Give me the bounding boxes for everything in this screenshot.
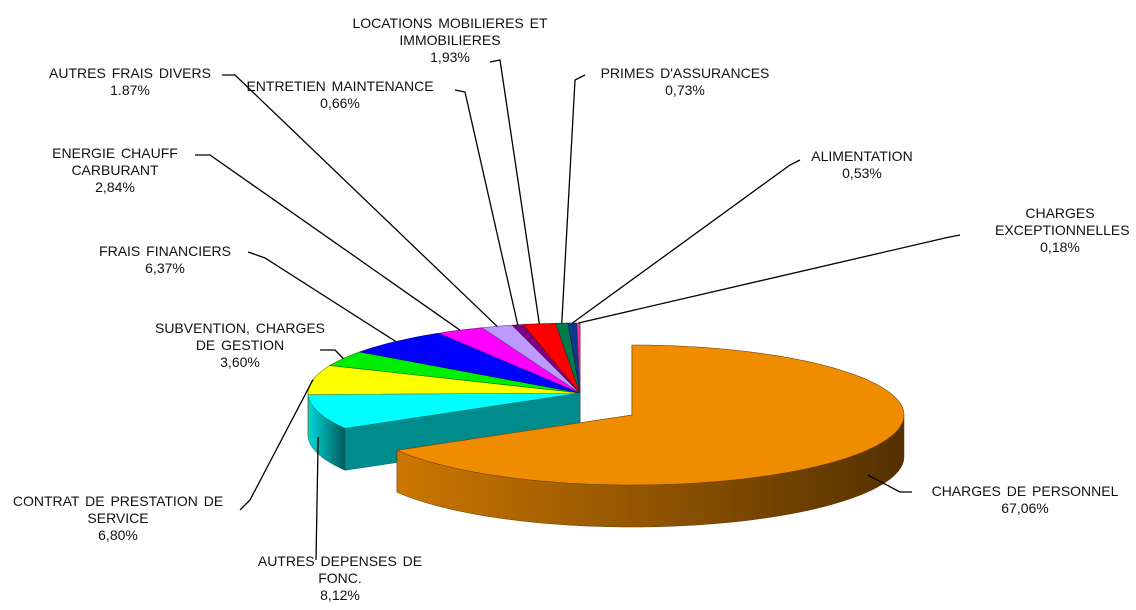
slice-category: ENERGIE CHAUFF CARBURANT (52, 145, 178, 178)
slice-value: 0,73% (665, 82, 705, 98)
pie-slice (307, 392, 581, 429)
data-label: PRIMES D'ASSURANCES 0,73% (565, 65, 805, 99)
slice-value: 0,66% (320, 95, 360, 111)
slice-category: PRIMES D'ASSURANCES (600, 65, 770, 81)
slice-category: FRAIS FINANCIERS (99, 243, 231, 259)
slice-category: AUTRES FRAIS DIVERS (49, 65, 211, 81)
leader-line (489, 59, 540, 324)
slice-category: SUBVENTION, CHARGES DE GESTION (154, 320, 326, 353)
data-label: ENTRETIEN MAINTENANCE 0,66% (225, 78, 455, 112)
leader-line (222, 74, 498, 327)
slice-value: 2,84% (95, 179, 135, 195)
pie-slice (395, 344, 905, 486)
slice-category: CHARGES EXCEPTIONNELLES (995, 205, 1130, 238)
data-label: AUTRES FRAIS DIVERS 1.87% (30, 65, 230, 99)
slice-value: 3,60% (220, 354, 260, 370)
data-label: ALIMENTATION 0,53% (782, 148, 942, 182)
pie-slice (328, 351, 581, 394)
slice-value: 6,80% (98, 527, 138, 543)
slice-category: ALIMENTATION (811, 148, 913, 164)
leader-line (867, 474, 912, 493)
slice-value: 67,06% (1001, 500, 1049, 516)
slice-value: 8,12% (320, 587, 360, 603)
data-label: AUTRES DEPENSES DE FONC. 8,12% (235, 553, 445, 604)
pie-slice (307, 365, 581, 395)
slice-category: CHARGES DE PERSONNEL (931, 483, 1119, 499)
slice-category: AUTRES DEPENSES DE FONC. (257, 553, 423, 586)
data-label: CONTRAT DE PRESTATION DE SERVICE 6,80% (0, 493, 238, 544)
leader-line (195, 154, 461, 331)
slice-value: 6,37% (145, 260, 185, 276)
data-label: CHARGES EXCEPTIONNELLES 0,18% (995, 205, 1130, 256)
leader-line (578, 234, 961, 324)
leader-line (320, 349, 344, 359)
data-label: SUBVENTION, CHARGES DE GESTION 3,60% (150, 320, 330, 371)
leader-line (561, 74, 586, 324)
slice-category: CONTRAT DE PRESTATION DE SERVICE (12, 493, 224, 526)
slice-value: 0,53% (842, 165, 882, 181)
data-label: CHARGES DE PERSONNEL 67,06% (905, 483, 1136, 517)
slice-value: 1,93% (430, 49, 470, 65)
leader-line (454, 89, 519, 326)
slice-category: LOCATIONS MOBILIERES ET IMMOBILIERES (352, 15, 548, 48)
leader-line (572, 159, 801, 324)
leader-line (315, 437, 319, 561)
data-label: LOCATIONS MOBILIERES ET IMMOBILIERES 1,93… (330, 15, 570, 66)
pie-slice (358, 332, 581, 394)
data-label: ENERGIE CHAUFF CARBURANT 2,84% (40, 145, 190, 196)
slice-value: 1.87% (110, 82, 150, 98)
slice-category: ENTRETIEN MAINTENANCE (246, 78, 434, 94)
leader-line (247, 251, 397, 343)
slice-value: 0,18% (1040, 239, 1080, 255)
data-label: FRAIS FINANCIERS 6,37% (75, 243, 255, 277)
leader-line (239, 379, 314, 511)
